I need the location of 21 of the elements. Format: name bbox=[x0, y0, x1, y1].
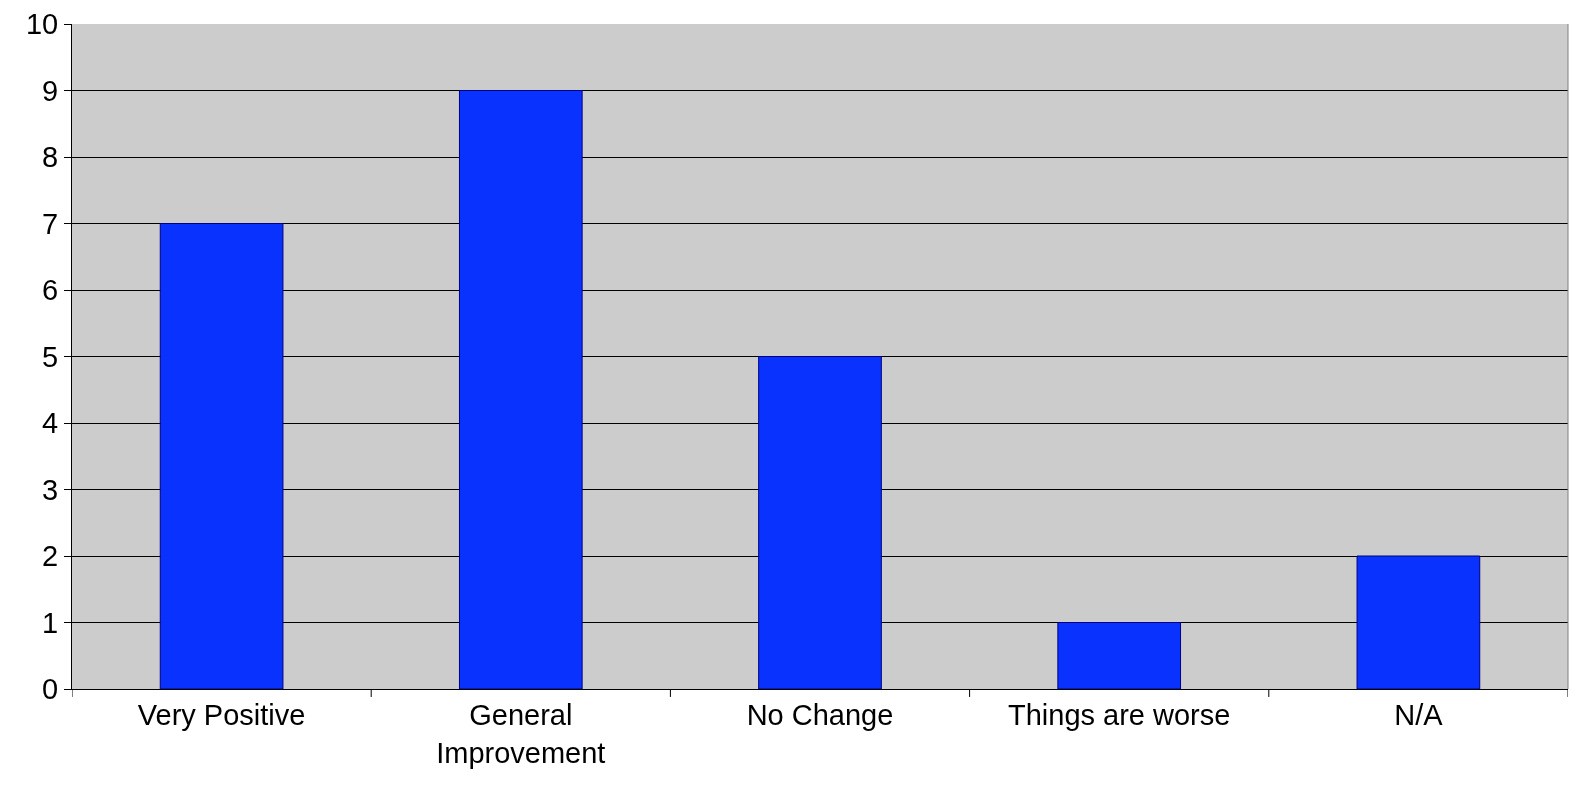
y-tick-label: 5 bbox=[42, 340, 59, 373]
bar bbox=[159, 223, 284, 689]
bar bbox=[458, 90, 583, 689]
y-tick-label: 9 bbox=[42, 74, 59, 107]
x-tick-label: Things are worse bbox=[1007, 698, 1231, 731]
y-tick-label: 10 bbox=[25, 8, 59, 41]
x-tick-label: General Improvement bbox=[436, 698, 606, 769]
y-tick-label: 0 bbox=[42, 673, 59, 706]
x-tick-label: Very Positive bbox=[137, 698, 306, 731]
y-tick-label: 1 bbox=[42, 606, 59, 639]
x-tick-label: No Change bbox=[746, 698, 894, 731]
y-tick-label: 4 bbox=[42, 407, 59, 440]
y-tick-label: 6 bbox=[42, 274, 59, 307]
bar bbox=[1057, 622, 1182, 689]
y-tick-label: 7 bbox=[42, 207, 59, 240]
y-tick-label: 3 bbox=[42, 473, 59, 506]
x-tick-label: N/A bbox=[1394, 698, 1444, 731]
bar bbox=[758, 356, 882, 689]
bar bbox=[1356, 555, 1481, 689]
y-tick-label: 8 bbox=[42, 141, 59, 174]
y-tick-label: 2 bbox=[42, 540, 59, 573]
